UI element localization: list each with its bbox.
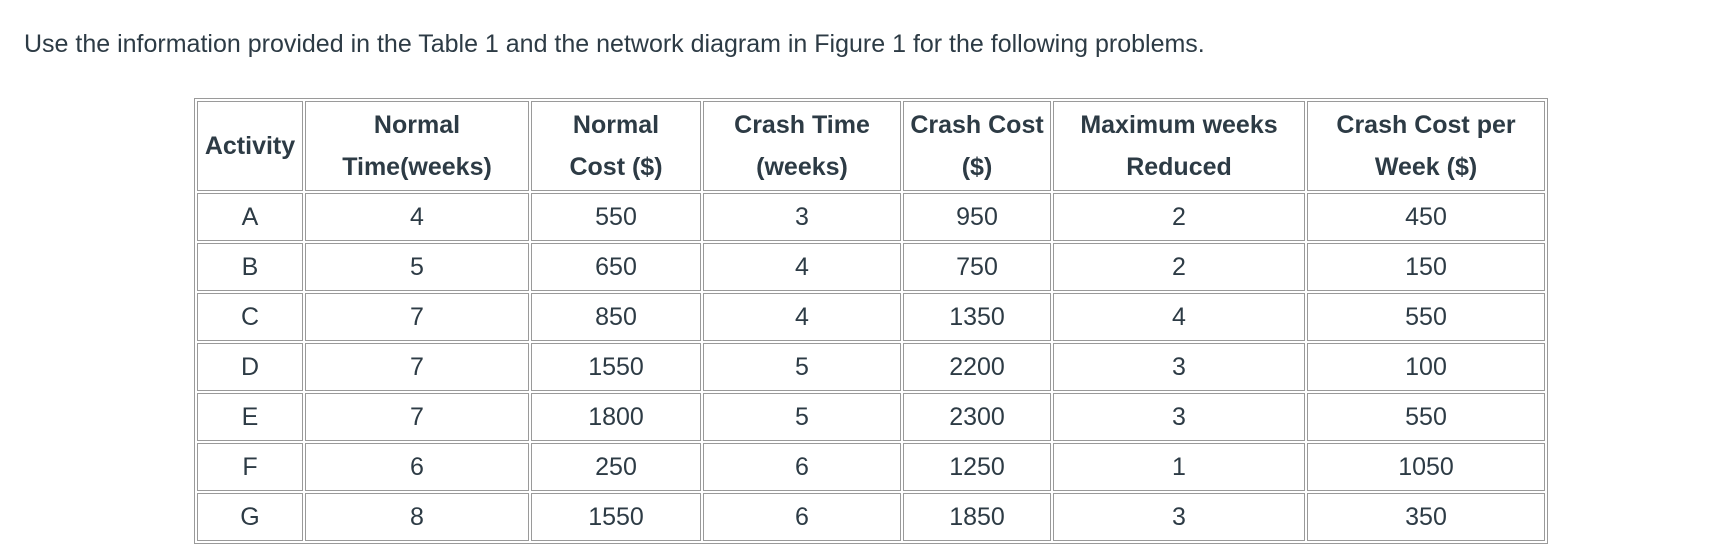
cell-normal-time: 5 (305, 243, 529, 291)
header-activity: Activity (197, 101, 303, 191)
cell-normal-cost: 550 (531, 193, 701, 241)
intro-text: Use the information provided in the Tabl… (24, 30, 1205, 58)
cell-crash-cost-per-week: 450 (1307, 193, 1545, 241)
header-max-weeks-line2: Reduced (1126, 153, 1232, 181)
cell-crash-cost: 950 (903, 193, 1051, 241)
cell-crash-cost-per-week: 1050 (1307, 443, 1545, 491)
cell-normal-time: 7 (305, 293, 529, 341)
header-crash-cost-line2: ($) (961, 153, 993, 181)
cell-crash-time: 4 (703, 293, 901, 341)
header-crash-cost: Crash Cost ($) (903, 101, 1051, 191)
cell-activity: D (197, 343, 303, 391)
header-max-weeks-line1: Maximum weeks (1080, 111, 1278, 139)
cell-max-weeks-reduced: 3 (1053, 343, 1305, 391)
cell-crash-cost: 1350 (903, 293, 1051, 341)
cell-crash-time: 6 (703, 443, 901, 491)
cell-max-weeks-reduced: 3 (1053, 393, 1305, 441)
cell-crash-cost-per-week: 550 (1307, 293, 1545, 341)
cell-crash-time: 3 (703, 193, 901, 241)
header-crash-time-line1: Crash Time (734, 111, 870, 139)
cell-activity: G (197, 493, 303, 541)
cell-normal-cost: 1800 (531, 393, 701, 441)
header-normal-time: Normal Time(weeks) (305, 101, 529, 191)
cell-crash-cost: 2200 (903, 343, 1051, 391)
table-row: F 6 250 6 1250 1 1050 (197, 443, 1545, 491)
cell-crash-cost-per-week: 550 (1307, 393, 1545, 441)
cell-crash-cost: 1850 (903, 493, 1051, 541)
cell-normal-cost: 650 (531, 243, 701, 291)
cell-normal-cost: 850 (531, 293, 701, 341)
table-row: E 7 1800 5 2300 3 550 (197, 393, 1545, 441)
cell-activity: C (197, 293, 303, 341)
cell-crash-cost: 750 (903, 243, 1051, 291)
cell-normal-time: 7 (305, 343, 529, 391)
cell-activity: F (197, 443, 303, 491)
header-max-weeks-reduced: Maximum weeks Reduced (1053, 101, 1305, 191)
crash-cost-table: Activity Normal Time(weeks) Normal Cost … (194, 98, 1548, 544)
cell-crash-time: 4 (703, 243, 901, 291)
cell-activity: B (197, 243, 303, 291)
header-normal-time-line1: Normal (373, 111, 461, 139)
cell-activity: E (197, 393, 303, 441)
header-crash-cost-per-week: Crash Cost per Week ($) (1307, 101, 1545, 191)
cell-normal-cost: 250 (531, 443, 701, 491)
cell-max-weeks-reduced: 2 (1053, 243, 1305, 291)
header-row: Activity Normal Time(weeks) Normal Cost … (197, 101, 1545, 191)
header-normal-cost-line1: Normal (572, 111, 660, 139)
header-normal-cost-line2: Cost ($) (569, 153, 663, 181)
cell-crash-cost-per-week: 150 (1307, 243, 1545, 291)
cell-crash-time: 5 (703, 343, 901, 391)
table-row: C 7 850 4 1350 4 550 (197, 293, 1545, 341)
cell-crash-cost-per-week: 350 (1307, 493, 1545, 541)
cell-normal-time: 4 (305, 193, 529, 241)
table-row: G 8 1550 6 1850 3 350 (197, 493, 1545, 541)
header-normal-cost: Normal Cost ($) (531, 101, 701, 191)
table-container: Activity Normal Time(weeks) Normal Cost … (194, 98, 1548, 544)
cell-max-weeks-reduced: 3 (1053, 493, 1305, 541)
cell-normal-cost: 1550 (531, 343, 701, 391)
cell-crash-cost: 1250 (903, 443, 1051, 491)
cell-normal-time: 6 (305, 443, 529, 491)
cell-crash-time: 6 (703, 493, 901, 541)
cell-max-weeks-reduced: 4 (1053, 293, 1305, 341)
cell-max-weeks-reduced: 1 (1053, 443, 1305, 491)
header-crash-time-line2: (weeks) (756, 153, 848, 181)
cell-normal-time: 7 (305, 393, 529, 441)
cell-crash-cost: 2300 (903, 393, 1051, 441)
cell-normal-cost: 1550 (531, 493, 701, 541)
header-normal-time-line2: Time(weeks) (342, 153, 492, 181)
cell-crash-cost-per-week: 100 (1307, 343, 1545, 391)
cell-activity: A (197, 193, 303, 241)
header-activity-line1: Activity (204, 132, 296, 160)
header-crash-time: Crash Time (weeks) (703, 101, 901, 191)
cell-crash-time: 5 (703, 393, 901, 441)
cell-normal-time: 8 (305, 493, 529, 541)
header-crash-cost-line1: Crash Cost (910, 111, 1044, 139)
header-crash-cost-per-week-line2: Week ($) (1374, 153, 1478, 181)
header-crash-cost-per-week-line1: Crash Cost per (1336, 111, 1516, 139)
cell-max-weeks-reduced: 2 (1053, 193, 1305, 241)
table-row: A 4 550 3 950 2 450 (197, 193, 1545, 241)
table-row: B 5 650 4 750 2 150 (197, 243, 1545, 291)
table-row: D 7 1550 5 2200 3 100 (197, 343, 1545, 391)
